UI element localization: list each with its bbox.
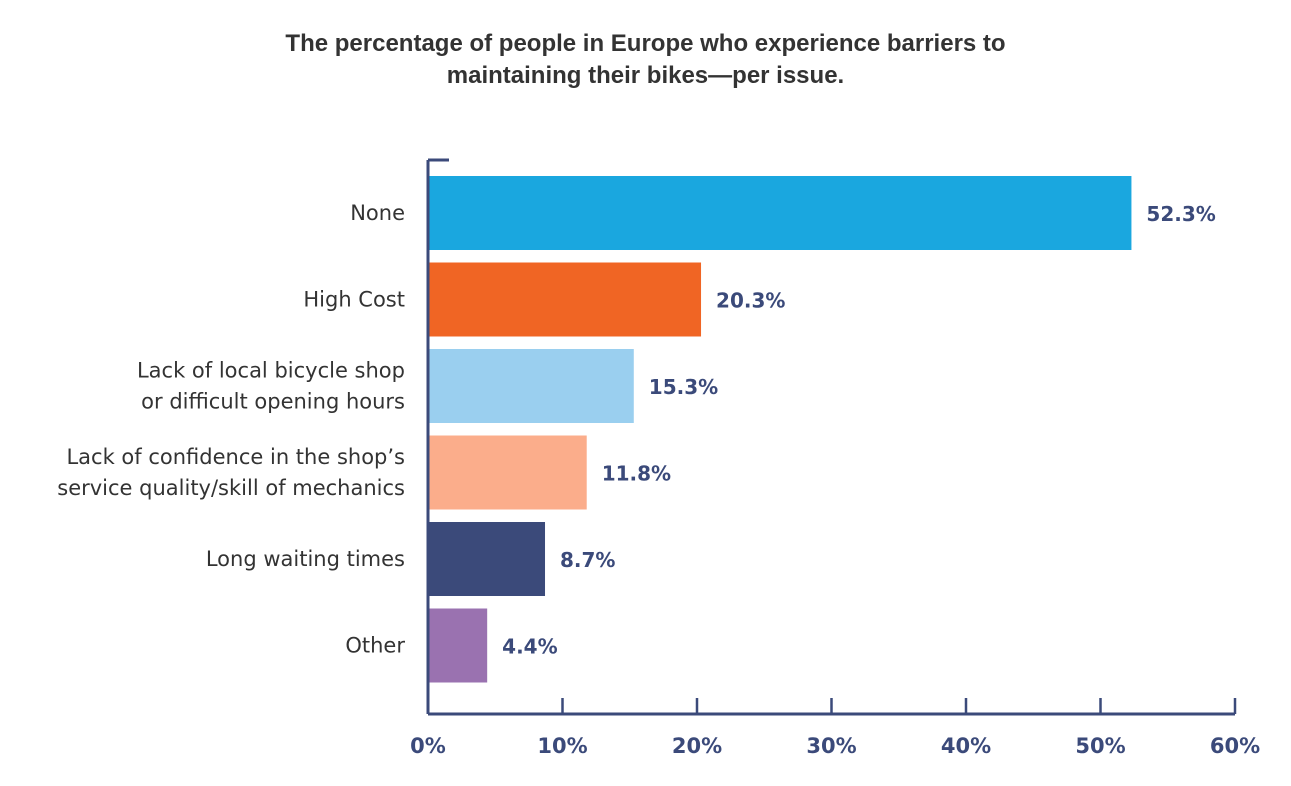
value-labels: 52.3% 20.3% 15.3% 11.8% 8.7% 4.4% [502, 202, 1216, 659]
x-tick-label-50: 50% [1075, 734, 1125, 758]
bar-high-cost [428, 262, 702, 337]
category-label-line: High Cost [303, 288, 405, 312]
value-label-lack-of-confidence-in-the-shop-s: 11.8% [602, 462, 671, 486]
chart-title: The percentage of people in Europe who e… [0, 28, 1291, 92]
category-label-line: service quality/skill of mechanics [57, 476, 405, 500]
value-label-long-waiting-times: 8.7% [560, 548, 615, 572]
category-label-line: Lack of local bicycle shop [137, 359, 405, 383]
category-label-none: None [350, 201, 405, 225]
category-label-high-cost: High Cost [303, 288, 405, 312]
x-tick-label-10: 10% [537, 734, 587, 758]
bar-lack-of-local-bicycle-shop [428, 349, 634, 423]
x-tick-labels: 0% 10% 20% 30% 40% 50% 60% [410, 734, 1260, 758]
category-label-line: or difficult opening hours [141, 390, 405, 414]
bar-none [428, 176, 1132, 250]
chart-title-line-2: maintaining their bikes—per issue. [446, 62, 845, 89]
bar-lack-of-confidence-in-the-shop-s [428, 435, 587, 510]
category-label-line: Long waiting times [206, 547, 405, 571]
category-label-long-waiting-times: Long waiting times [206, 547, 405, 571]
value-label-high-cost: 20.3% [716, 289, 785, 313]
x-tick-label-40: 40% [941, 734, 991, 758]
category-label-line: Other [345, 634, 405, 658]
value-label-lack-of-local-bicycle-shop: 15.3% [649, 375, 718, 399]
chart-title-line-1: The percentage of people in Europe who e… [285, 30, 1006, 57]
category-labels: None High Cost Lack of local bicycle shop o… [57, 201, 405, 658]
category-label-other: Other [345, 634, 405, 658]
bars-group [428, 176, 1132, 683]
category-label-lack-of-local-bicycle-shop: Lack of local bicycle shop or difficult o… [137, 359, 405, 414]
x-tick-label-20: 20% [672, 734, 722, 758]
x-tick-label-60: 60% [1210, 734, 1260, 758]
bar-other [428, 608, 488, 683]
category-label-lack-of-confidence-in-the-shop-s: Lack of confidence in the shop’s service … [57, 445, 405, 500]
value-label-none: 52.3% [1146, 202, 1215, 226]
x-tick-label-0: 0% [410, 734, 446, 758]
axes [426, 158, 1237, 716]
category-label-line: None [350, 201, 405, 225]
bar-long-waiting-times [428, 522, 546, 596]
category-label-line: Lack of confidence in the shop’s [66, 445, 405, 469]
x-tick-label-30: 30% [806, 734, 856, 758]
value-label-other: 4.4% [502, 635, 557, 659]
